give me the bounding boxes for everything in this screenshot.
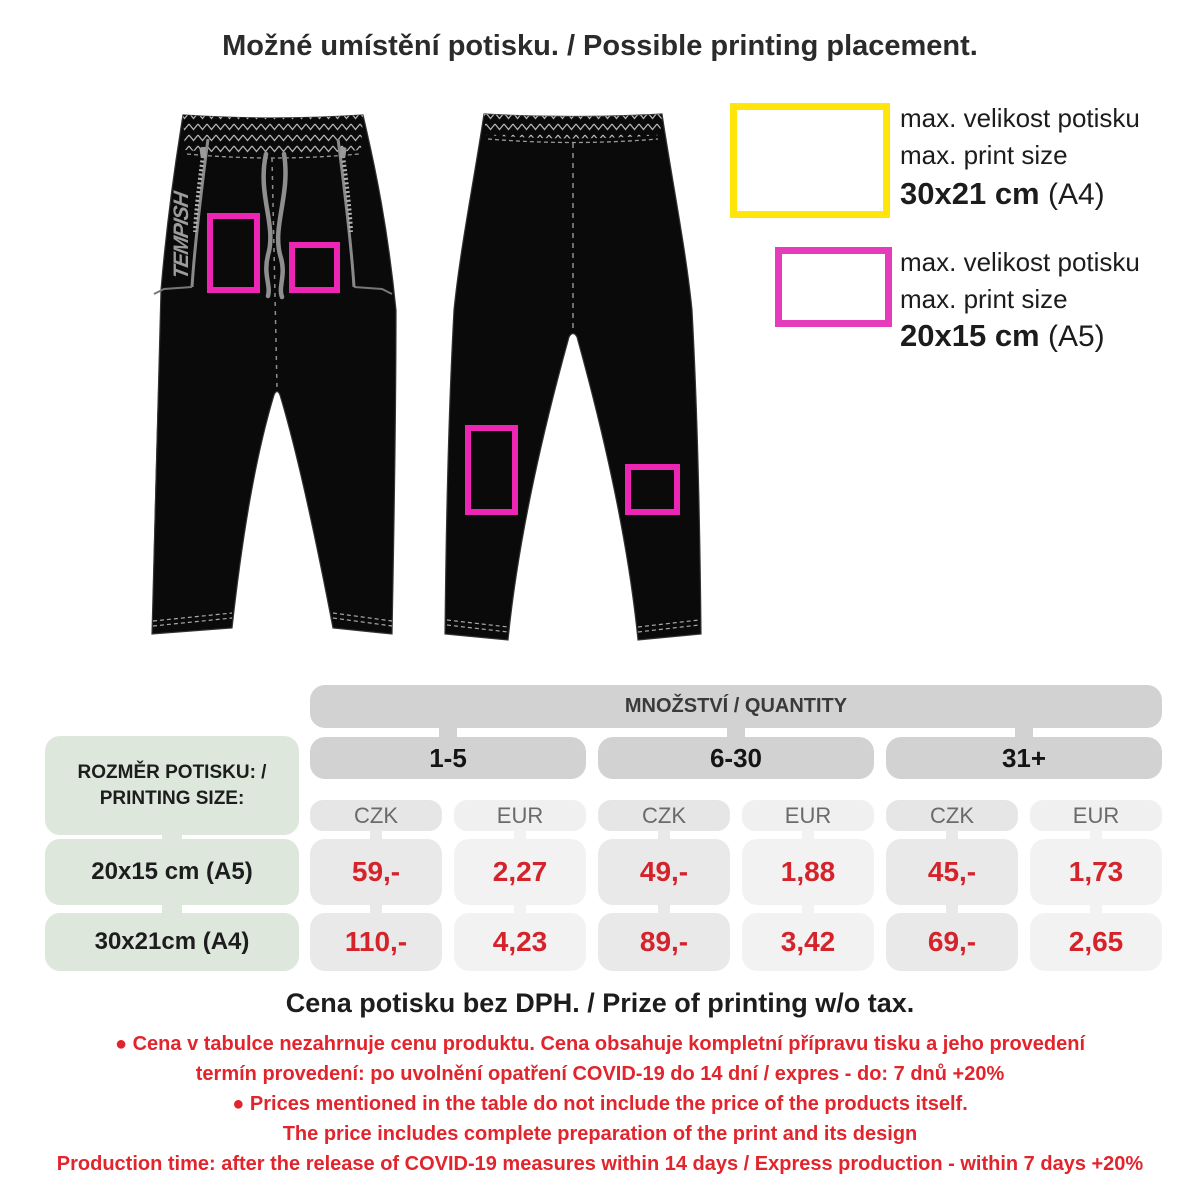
legend-a5-line1: max. velikost potisku bbox=[900, 247, 1140, 277]
currency-pill-eur: EUR bbox=[742, 800, 874, 831]
connector-tab bbox=[370, 829, 382, 841]
back-waistband-stitch-line bbox=[487, 138, 659, 144]
price-a4-31-czk: 69,- bbox=[886, 913, 1018, 971]
front-waistband-stitching bbox=[183, 115, 363, 154]
currency-pill-czk: CZK bbox=[886, 800, 1018, 831]
front-right-cuff-stitch bbox=[332, 612, 393, 627]
back-waistband-stitching bbox=[484, 114, 662, 139]
legend-a4-format: (A4) bbox=[1039, 178, 1105, 211]
price-a5-1-5-czk: 59,- bbox=[310, 839, 442, 905]
pocket-bottom-right bbox=[353, 286, 393, 295]
front-waistband-stitch-line bbox=[186, 153, 360, 159]
row-label-a5: 20x15 cm (A5) bbox=[45, 839, 299, 905]
pants-illustration: TEMPISH bbox=[151, 113, 702, 641]
price-a5-6-30-czk: 49,- bbox=[598, 839, 730, 905]
footer-note: ● Prices mentioned in the table do not i… bbox=[232, 1093, 968, 1115]
connector-tab bbox=[439, 726, 457, 739]
connector-tab bbox=[1090, 829, 1102, 841]
price-a4-1-5-czk: 110,- bbox=[310, 913, 442, 971]
price-a5-6-30-eur: 1,88 bbox=[742, 839, 874, 905]
size-header: ROZMĚR POTISKU: / PRINTING SIZE: bbox=[45, 736, 299, 835]
page-title: Možné umístění potisku. / Possible print… bbox=[222, 30, 978, 62]
price-a5-31-eur: 1,73 bbox=[1030, 839, 1162, 905]
front-pants: TEMPISH bbox=[151, 114, 397, 635]
print-area-back-left-a5 bbox=[465, 425, 518, 515]
drawstring-right bbox=[275, 151, 288, 300]
price-a4-6-30-eur: 3,42 bbox=[742, 913, 874, 971]
connector-tab bbox=[370, 903, 382, 915]
price-a5-1-5-eur: 2,27 bbox=[454, 839, 586, 905]
footer-note: termín provedení: po uvolnění opatření C… bbox=[195, 1063, 1005, 1085]
zipper-pull-left bbox=[199, 146, 207, 159]
back-pants-body bbox=[444, 113, 702, 641]
currency-pill-czk: CZK bbox=[310, 800, 442, 831]
connector-tab bbox=[514, 829, 526, 841]
legend-a5-size-value: 20x15 cm bbox=[900, 318, 1040, 353]
footer-title: Cena potisku bez DPH. / Prize of printin… bbox=[285, 988, 915, 1018]
print-area-front-right-a5 bbox=[289, 242, 340, 293]
price-a4-6-30-czk: 89,- bbox=[598, 913, 730, 971]
legend-a5-size: 20x15 cm (A5) bbox=[900, 318, 1200, 354]
legend-a5-format: (A5) bbox=[1039, 320, 1105, 353]
zipper-pull-right bbox=[339, 146, 347, 159]
connector-tab bbox=[514, 903, 526, 915]
footer-note: Production time: after the release of CO… bbox=[56, 1153, 1144, 1175]
size-header-line2: PRINTING SIZE: bbox=[99, 787, 245, 809]
quantity-header: MNOŽSTVÍ / QUANTITY bbox=[310, 685, 1162, 728]
back-left-cuff-stitch bbox=[446, 619, 509, 633]
legend-a5-swatch bbox=[775, 247, 892, 327]
legend-a4-swatch bbox=[730, 103, 890, 218]
price-a5-31-czk: 45,- bbox=[886, 839, 1018, 905]
pocket-zipper-right bbox=[341, 155, 353, 233]
connector-tab bbox=[946, 903, 958, 915]
connector-tab bbox=[162, 833, 182, 842]
connector-tab bbox=[1015, 726, 1033, 739]
quantity-group-1-5: 1-5 bbox=[310, 737, 586, 779]
front-left-cuff-stitch bbox=[152, 612, 233, 627]
quantity-group-6-30: 6-30 bbox=[598, 737, 874, 779]
connector-tab bbox=[658, 903, 670, 915]
currency-pill-czk: CZK bbox=[598, 800, 730, 831]
back-right-cuff-stitch bbox=[637, 619, 700, 633]
legend-a4-size: 30x21 cm (A4) bbox=[900, 176, 1200, 212]
price-a4-1-5-eur: 4,23 bbox=[454, 913, 586, 971]
drawstring-left bbox=[261, 151, 273, 299]
row-label-a4: 30x21cm (A4) bbox=[45, 913, 299, 971]
connector-tab bbox=[658, 829, 670, 841]
print-area-front-left-a5 bbox=[207, 213, 260, 293]
connector-tab bbox=[802, 903, 814, 915]
connector-tab bbox=[162, 903, 182, 915]
legend-a4-line2: max. print size bbox=[900, 140, 1068, 170]
legend-a4-size-value: 30x21 cm bbox=[900, 176, 1040, 211]
pocket-bottom-left bbox=[153, 286, 193, 295]
size-header-line1: ROZMĚR POTISKU: / bbox=[77, 761, 267, 783]
connector-tab bbox=[1090, 903, 1102, 915]
print-area-back-right-a5 bbox=[625, 464, 680, 515]
currency-pill-eur: EUR bbox=[454, 800, 586, 831]
connector-tab bbox=[727, 726, 745, 739]
price-a4-31-eur: 2,65 bbox=[1030, 913, 1162, 971]
currency-pill-eur: EUR bbox=[1030, 800, 1162, 831]
legend-a4-line1: max. velikost potisku bbox=[900, 103, 1140, 133]
back-pants bbox=[444, 113, 702, 641]
legend-a5-line2: max. print size bbox=[900, 284, 1068, 314]
footer-note: The price includes complete preparation … bbox=[282, 1123, 918, 1145]
footer-note: ● Cena v tabulce nezahrnuje cenu produkt… bbox=[114, 1033, 1086, 1055]
connector-tab bbox=[946, 829, 958, 841]
brand-logo-text: TEMPISH bbox=[170, 189, 193, 281]
connector-tab bbox=[802, 829, 814, 841]
quantity-group-31plus: 31+ bbox=[886, 737, 1162, 779]
front-fly-seam bbox=[271, 157, 278, 389]
pocket-zipper-left bbox=[193, 155, 205, 233]
